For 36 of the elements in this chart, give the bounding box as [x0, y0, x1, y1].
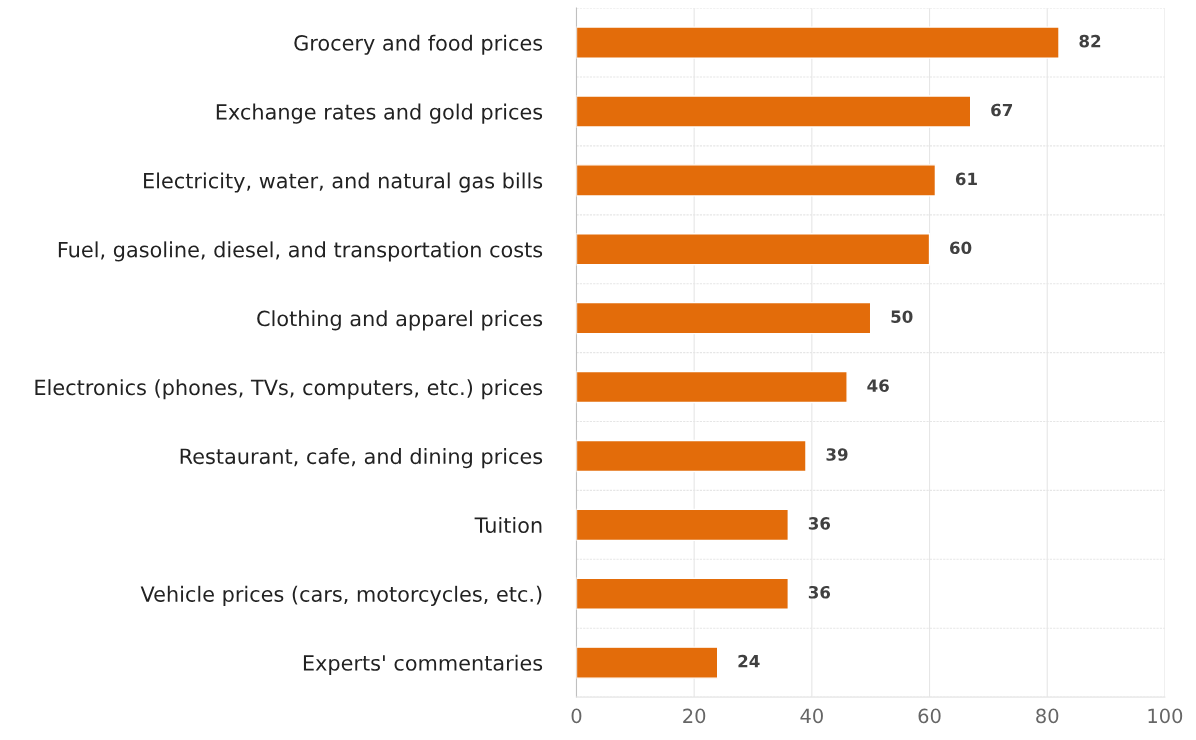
- y-tick-label: Tuition: [474, 516, 542, 534]
- x-tick-label: 20: [683, 708, 706, 724]
- bar: [576, 301, 872, 335]
- data-label: 24: [738, 654, 760, 668]
- x-tick-label: 0: [571, 708, 582, 724]
- y-tick-label: Fuel, gasoline, diesel, and transportation costs: [58, 241, 543, 262]
- x-tick-label: 80: [1036, 708, 1059, 724]
- data-label: 46: [867, 379, 889, 392]
- y-tick-label: Vehicle prices (cars, motorcycles, etc.): [140, 585, 542, 606]
- x-tick-label: 100: [1148, 708, 1183, 724]
- data-label: 36: [808, 585, 831, 599]
- bar: [576, 95, 972, 128]
- x-tick-label: 60: [918, 708, 941, 724]
- data-label: 82: [1079, 34, 1101, 48]
- data-label: 50: [891, 310, 913, 323]
- y-tick-label: Restaurant, cafe, and dining prices: [180, 448, 543, 469]
- bar: [576, 439, 807, 473]
- bar: [576, 508, 790, 542]
- y-tick-label: Exchange rates and gold prices: [216, 103, 543, 124]
- y-tick-label: Clothing and apparel prices: [257, 310, 543, 331]
- bar: [576, 370, 848, 404]
- y-tick-label: Electronics (phones, TVs, computers, etc.) prices: [35, 379, 543, 400]
- bar: [576, 26, 1060, 59]
- bar: [576, 577, 790, 610]
- data-label: 67: [991, 103, 1013, 117]
- x-tick-label: 40: [800, 708, 823, 724]
- y-tick-label: Grocery and food prices: [294, 34, 543, 55]
- data-label: 61: [955, 172, 977, 186]
- data-label: 39: [826, 448, 848, 461]
- y-tick-label: Experts' commentaries: [303, 654, 543, 675]
- bar: [576, 646, 719, 679]
- bar: [576, 164, 937, 197]
- data-label: 36: [808, 517, 831, 530]
- y-tick-label: Electricity, water, and natural gas bills: [144, 172, 543, 193]
- data-label: 60: [950, 241, 972, 255]
- bar: [576, 233, 931, 266]
